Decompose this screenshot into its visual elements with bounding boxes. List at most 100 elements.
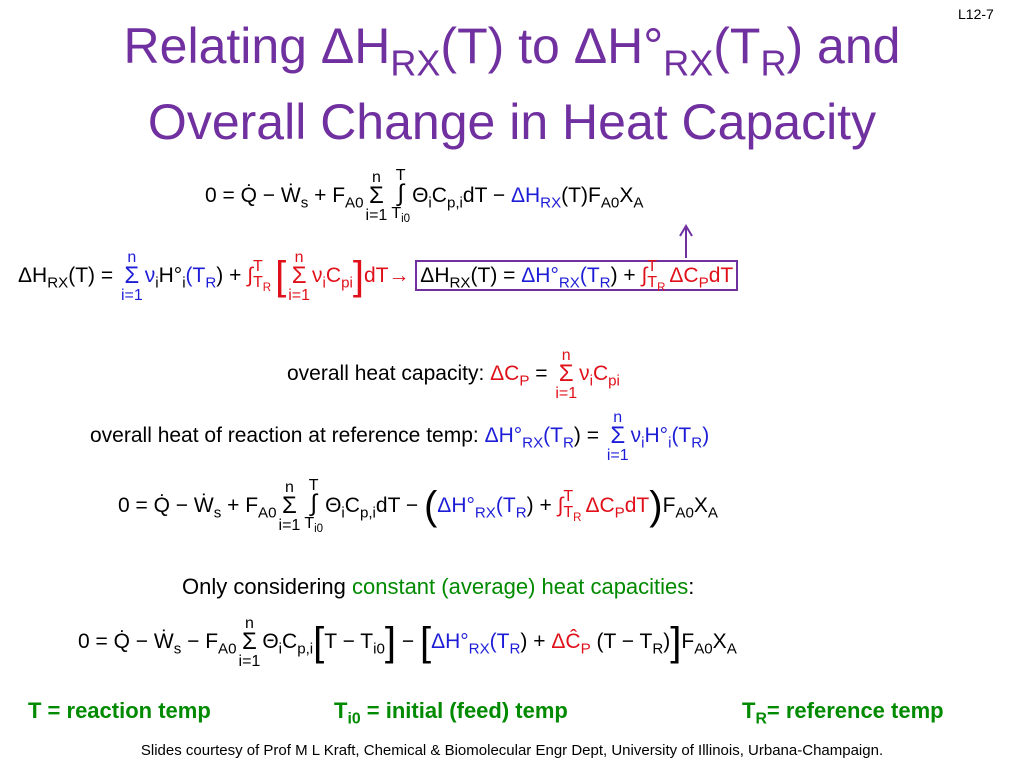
equation-token: T: [647, 257, 658, 275]
equation-token: n: [613, 409, 623, 426]
equation-token: i: [341, 504, 345, 522]
equation-token: n: [294, 249, 304, 266]
note: Only considering constant (average) heat…: [182, 574, 694, 600]
equation-token: RX: [390, 42, 441, 84]
equation-token: C: [592, 362, 609, 386]
equation-token: ν: [630, 424, 642, 448]
equation-token: Θ: [325, 494, 342, 518]
equation-token: A0: [258, 504, 277, 522]
equation-token: X: [693, 494, 708, 518]
equation-token: T: [742, 698, 756, 723]
equation-token: R: [262, 282, 272, 295]
equation-token: n: [244, 615, 254, 632]
equation-token: H°: [644, 424, 669, 448]
title: Overall Change in Heat Capacity: [147, 94, 877, 150]
equation-token: 0 = Q̇ − Ẇ: [205, 184, 301, 208]
equation-token: i=1: [555, 384, 578, 402]
equation-token: pi: [341, 274, 353, 292]
equation-token: ΔH°: [484, 424, 523, 448]
equation-token: Θ: [412, 184, 429, 208]
equation-token: −: [396, 630, 420, 654]
equation-token: A0: [218, 640, 237, 658]
equation-token: RX: [558, 274, 580, 292]
equation-token: R: [760, 42, 787, 84]
equation-token: RX: [468, 640, 490, 658]
equation-token: i: [428, 194, 432, 212]
equation-token: ) =: [573, 424, 605, 448]
equation-token: = reference temp: [766, 698, 944, 723]
equation-token: ]: [384, 620, 397, 665]
equation-token: ) and: [786, 18, 901, 74]
equation-token: T − T: [324, 630, 374, 654]
equation-token: RX: [449, 274, 471, 292]
equation-token: (T) =: [68, 264, 119, 288]
equation-token: T: [253, 257, 263, 275]
equation-token: dT −: [375, 494, 424, 518]
equation-token: A0: [694, 640, 713, 658]
layout: TR: [563, 504, 581, 524]
equation-token: ): [702, 424, 710, 448]
equation-token: s: [173, 640, 182, 658]
equation-token: (T: [489, 630, 510, 654]
equation-token: P: [580, 640, 591, 658]
equation-token: 0 = Q̇ − Ẇ: [118, 494, 214, 518]
equation-token: ΔH: [510, 184, 541, 208]
equation-token: ) +: [526, 494, 558, 518]
equation-token: i=1: [288, 286, 311, 304]
layout: [679, 224, 693, 258]
equation-token: P: [519, 372, 530, 390]
layout: νiH°i(TR): [630, 424, 710, 451]
equation-token: − F: [181, 630, 219, 654]
equation-token: T: [395, 167, 406, 184]
equation-token: =: [529, 362, 554, 386]
equation-token: n: [284, 478, 294, 496]
equation-token: ∫: [641, 264, 648, 288]
equation-token: Σ: [124, 262, 140, 290]
equation-token: R: [652, 640, 664, 658]
definition: TR= reference temp: [742, 698, 944, 729]
equation-token: dT: [624, 494, 650, 518]
equation-token: ]: [352, 254, 364, 299]
equation-token: ΔH°: [521, 264, 559, 288]
equation-token: P: [614, 504, 625, 522]
equation-token: T: [563, 487, 574, 505]
equation-token: + F: [308, 184, 346, 208]
equation-token: (T: [671, 424, 692, 448]
equation-token: pi: [608, 372, 620, 390]
layout: ΔHRX(T) = ΔH°RX(TR) + ∫ T TR ΔCPdT: [415, 257, 739, 294]
equation-token: F: [681, 630, 695, 654]
equation-token: ]: [670, 620, 682, 665]
equation-token: Relating ΔH: [123, 18, 391, 74]
equation-token: i: [182, 274, 186, 292]
equation-token: (T: [579, 264, 600, 288]
equation-token: ΔC: [585, 494, 615, 518]
equation-token: Σ: [241, 628, 257, 656]
equation-token: ) +: [216, 264, 248, 288]
equation: overall heat of reaction at reference te…: [90, 409, 710, 463]
equation-token: i=1: [278, 516, 301, 534]
layout: νiCpi: [579, 362, 620, 389]
equation-token: ΔC: [669, 264, 699, 288]
equation-token: ∫: [310, 490, 317, 518]
equation-token: T: [647, 274, 658, 292]
equation-token: [: [313, 620, 325, 665]
equation-token: F: [662, 494, 676, 518]
equation-token: ΔH: [420, 264, 450, 288]
equation-token: ) +: [520, 630, 552, 654]
equation-token: ΔH°: [431, 630, 469, 654]
equation-token: Θ: [262, 630, 279, 654]
equation-token: i0: [401, 213, 411, 226]
layout: ΔH°RX(TR: [521, 264, 610, 291]
equation-token: ν: [579, 362, 590, 386]
equation-token: Σ: [610, 422, 626, 450]
